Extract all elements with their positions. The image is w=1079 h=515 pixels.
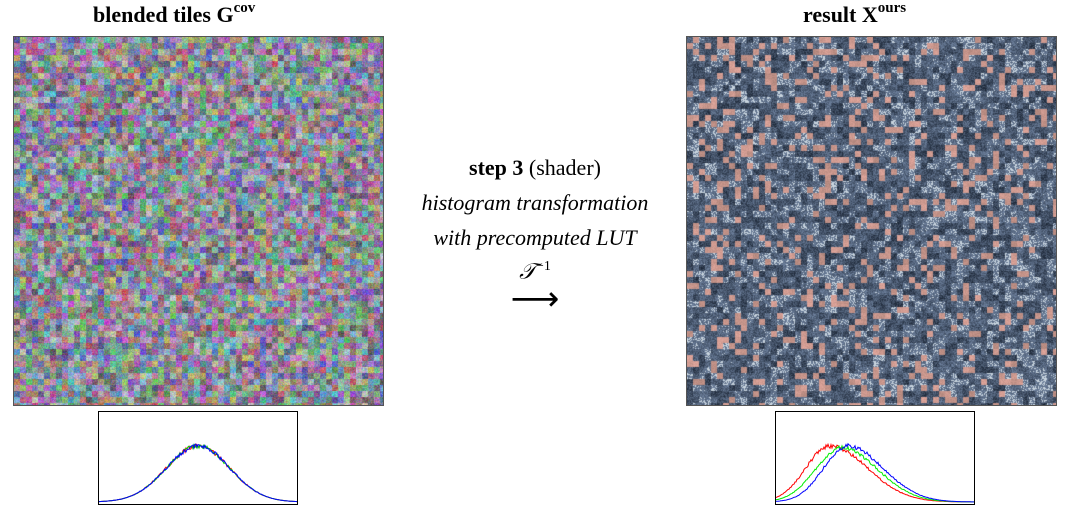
left-histogram-plot [99,443,297,503]
left-title-sup: cov [233,0,256,16]
histogram-series-0 [776,442,974,503]
left-histogram [98,411,298,505]
right-title-main: result X [803,2,878,27]
step-label: step 3 [469,155,524,180]
left-panel-title: blended tiles Gcov [93,0,256,28]
blended-tiles-image [13,36,384,406]
result-image [686,36,1057,406]
right-histogram [775,411,975,505]
right-title-sup: ours [877,0,907,16]
step-description: step 3 (shader) histogram transformation… [400,150,670,320]
left-title-main: blended tiles G [93,2,234,27]
lut-symbol: 𝒯 [519,259,536,285]
lut-symbol-sup: −1 [535,259,551,274]
step-line: step 3 (shader) [400,150,670,185]
right-histogram-plot [776,442,974,503]
histogram-series-2 [99,443,297,503]
histogram-series-1 [99,443,297,503]
lut-inverse-symbol: 𝒯−1 [400,255,670,284]
step-note: (shader) [528,155,601,180]
histogram-series-1 [776,444,974,503]
histogram-series-0 [99,443,297,503]
result-canvas [687,37,1056,405]
step-line-lut: with precomputed LUT [433,225,637,250]
right-panel-title: result Xours [803,0,907,28]
right-arrow-icon: ⟶ [510,279,560,320]
step-line-histogram: histogram transformation [421,190,649,215]
blended-tiles-canvas [14,37,383,405]
histogram-series-2 [776,442,974,503]
